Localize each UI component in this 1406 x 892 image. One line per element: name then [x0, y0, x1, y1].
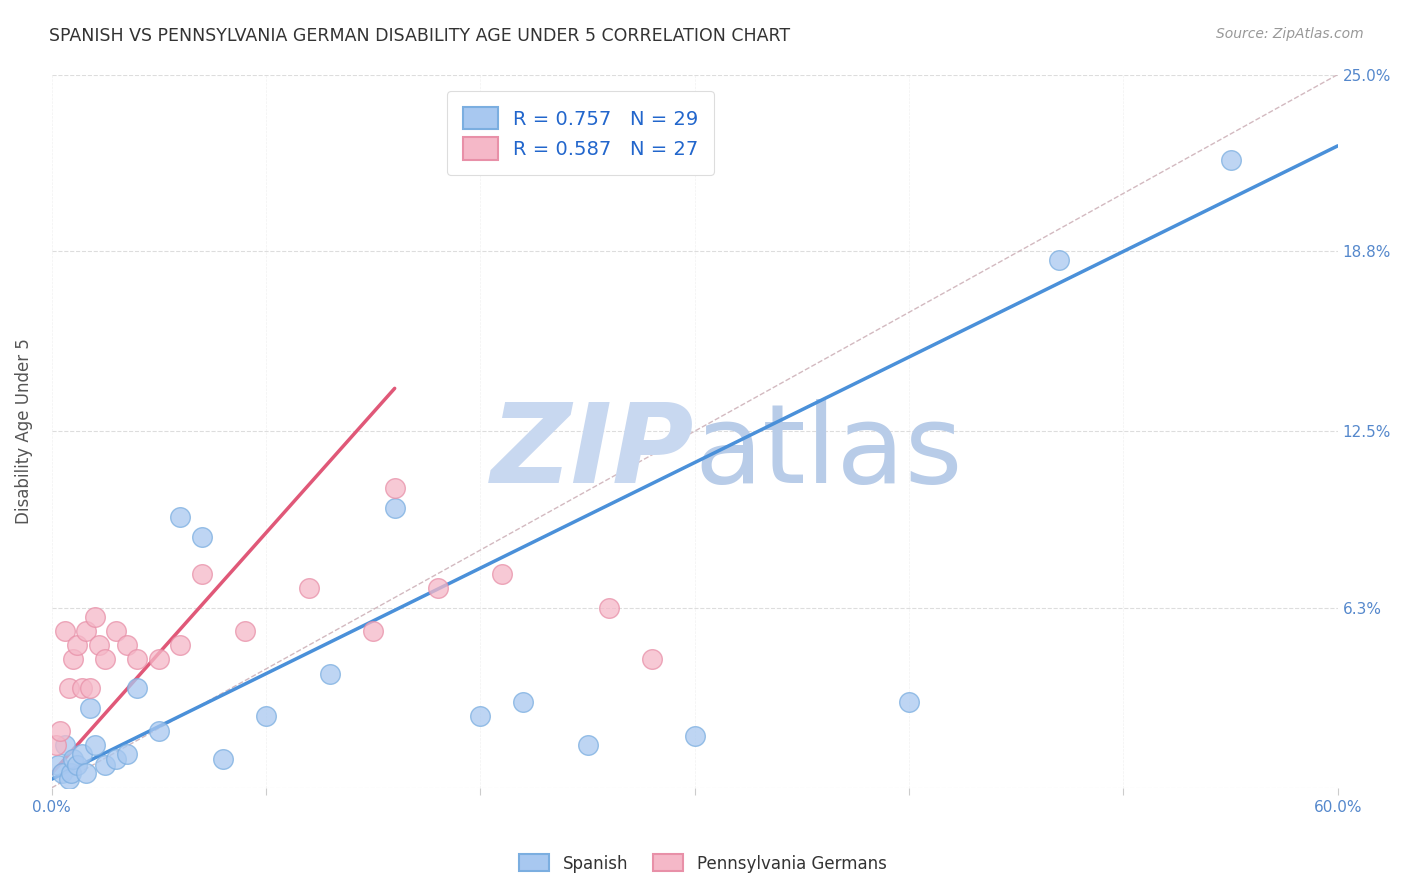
Point: [53, 738, 76, 752]
Point: [191, 566, 214, 581]
Legend: Spanish, Pennsylvania Germans: Spanish, Pennsylvania Germans: [513, 847, 893, 880]
Point: [87, 638, 110, 652]
Point: [533, 111, 555, 125]
Point: [254, 709, 277, 723]
Point: [319, 666, 342, 681]
Point: [148, 652, 170, 666]
Text: ZIP: ZIP: [491, 399, 695, 506]
Point: [58, 681, 80, 695]
Legend: R = 0.757   N = 29, R = 0.587   N = 27: R = 0.757 N = 29, R = 0.587 N = 27: [447, 91, 714, 175]
Point: [70, 681, 93, 695]
Point: [70, 747, 93, 761]
Point: [298, 581, 321, 595]
Point: [1047, 252, 1070, 267]
Point: [491, 566, 513, 581]
Y-axis label: Disability Age Under 5: Disability Age Under 5: [15, 338, 32, 524]
Point: [683, 730, 706, 744]
Point: [169, 509, 191, 524]
Point: [148, 723, 170, 738]
Point: [191, 530, 214, 544]
Point: [384, 481, 406, 495]
Point: [127, 681, 149, 695]
Point: [66, 638, 89, 652]
Point: [512, 695, 534, 709]
Point: [384, 501, 406, 516]
Point: [169, 638, 191, 652]
Text: Source: ZipAtlas.com: Source: ZipAtlas.com: [1216, 27, 1364, 41]
Point: [127, 652, 149, 666]
Point: [576, 738, 599, 752]
Point: [83, 738, 105, 752]
Point: [105, 624, 128, 638]
Point: [598, 601, 620, 615]
Point: [470, 709, 492, 723]
Point: [115, 747, 138, 761]
Text: SPANISH VS PENNSYLVANIA GERMAN DISABILITY AGE UNDER 5 CORRELATION CHART: SPANISH VS PENNSYLVANIA GERMAN DISABILIT…: [49, 27, 790, 45]
Point: [45, 738, 67, 752]
Point: [62, 752, 84, 766]
Point: [641, 652, 664, 666]
Point: [1219, 153, 1241, 167]
Point: [58, 772, 80, 787]
Point: [212, 752, 235, 766]
Point: [66, 758, 89, 772]
Point: [426, 581, 449, 595]
Point: [79, 701, 101, 715]
Point: [105, 752, 128, 766]
Point: [60, 766, 83, 780]
Point: [51, 766, 73, 780]
Point: [233, 624, 256, 638]
Text: atlas: atlas: [695, 399, 963, 506]
Point: [62, 652, 84, 666]
Point: [898, 695, 921, 709]
Point: [49, 723, 72, 738]
Point: [53, 624, 76, 638]
Point: [361, 624, 384, 638]
Point: [46, 758, 69, 772]
Point: [94, 652, 117, 666]
Point: [75, 624, 97, 638]
Point: [115, 638, 138, 652]
Point: [94, 758, 117, 772]
Point: [79, 681, 101, 695]
Point: [75, 766, 97, 780]
Point: [83, 609, 105, 624]
